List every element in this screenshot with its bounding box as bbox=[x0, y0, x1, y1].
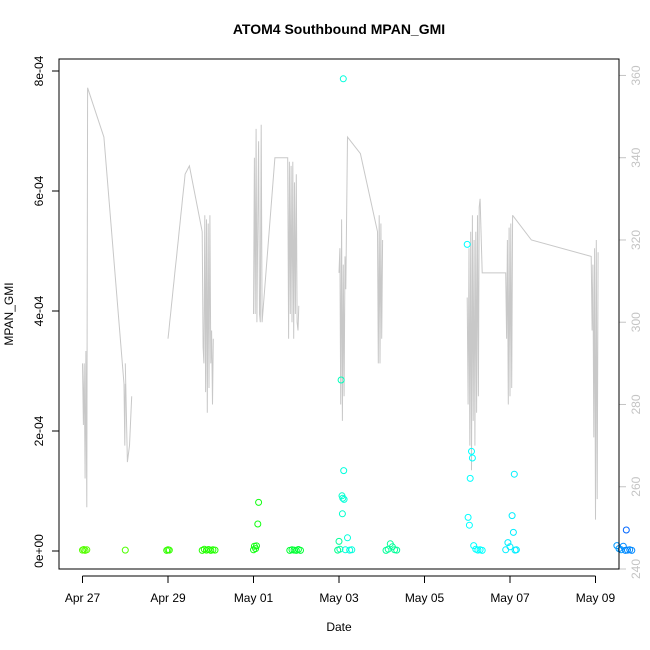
data-point bbox=[502, 546, 510, 554]
x-tick-label: May 09 bbox=[576, 591, 616, 605]
data-point bbox=[340, 495, 348, 503]
plot-frame bbox=[58, 58, 620, 570]
data-point bbox=[254, 520, 262, 528]
data-point bbox=[393, 546, 401, 554]
data-point bbox=[348, 546, 356, 554]
data-point bbox=[478, 546, 486, 554]
data-point bbox=[504, 539, 512, 547]
data-point bbox=[465, 521, 473, 529]
altitude-line-segment bbox=[338, 135, 384, 421]
x-tick-label: May 01 bbox=[234, 591, 274, 605]
y-tick-label: 6e-04 bbox=[32, 175, 46, 206]
x-tick-label: May 03 bbox=[319, 591, 359, 605]
y-tick-label: 8e-04 bbox=[32, 55, 46, 86]
right-tick-label: 360 bbox=[629, 65, 643, 85]
data-point bbox=[508, 512, 516, 520]
y-tick-label: 0e+00 bbox=[32, 534, 46, 568]
data-point bbox=[80, 546, 88, 553]
altitude-line-segment bbox=[253, 124, 300, 339]
altitude-line-group bbox=[82, 87, 599, 520]
y-axis-label: MPAN_GMI bbox=[2, 282, 16, 345]
right-tick-label: 280 bbox=[629, 394, 643, 414]
data-point bbox=[506, 543, 514, 551]
y-tick-label: 4e-04 bbox=[32, 295, 46, 326]
data-point bbox=[338, 510, 346, 518]
x-tick-label: May 07 bbox=[490, 591, 530, 605]
data-point bbox=[255, 498, 263, 506]
x-tick-label: Apr 27 bbox=[65, 591, 101, 605]
data-point bbox=[464, 513, 472, 521]
data-point bbox=[468, 447, 475, 455]
data-point bbox=[211, 546, 219, 554]
data-point bbox=[121, 546, 129, 554]
data-point bbox=[344, 534, 351, 542]
data-point bbox=[463, 240, 471, 248]
right-tick-label: 340 bbox=[629, 147, 643, 167]
x-axis: Apr 27 Apr 29 May 01 May 03 May 05 May 07 May … bbox=[65, 575, 616, 605]
data-point bbox=[619, 542, 627, 550]
y-tick-label: 2e-04 bbox=[32, 415, 46, 446]
altitude-line-segment bbox=[466, 198, 514, 471]
data-point bbox=[628, 546, 636, 554]
data-point bbox=[83, 546, 91, 554]
x-tick-label: May 05 bbox=[405, 591, 445, 605]
data-point bbox=[165, 546, 173, 554]
data-point bbox=[622, 526, 630, 534]
data-point bbox=[509, 528, 517, 536]
data-point bbox=[510, 470, 518, 478]
data-point bbox=[468, 454, 476, 462]
altitude-line-segment bbox=[167, 164, 214, 413]
altitude-line-segment bbox=[124, 363, 133, 463]
chart-title: ATOM4 Southbound MPAN_GMI bbox=[233, 21, 445, 37]
altitude-line-segment bbox=[512, 214, 599, 520]
altitude-line-segment bbox=[82, 87, 126, 508]
right-tick-label: 320 bbox=[629, 230, 643, 250]
data-point bbox=[470, 542, 478, 550]
right-tick-label: 260 bbox=[629, 476, 643, 496]
data-point bbox=[466, 474, 474, 482]
data-point bbox=[339, 75, 347, 83]
right-tick-label: 240 bbox=[629, 559, 643, 579]
data-point bbox=[335, 537, 343, 545]
data-point bbox=[253, 542, 260, 550]
left-y-axis: 0e+00 2e-04 4e-04 6e-04 8e-04 bbox=[32, 55, 60, 568]
x-axis-label: Date bbox=[326, 620, 352, 634]
data-point bbox=[339, 494, 347, 502]
data-points-group bbox=[79, 75, 636, 554]
x-tick-label: Apr 29 bbox=[150, 591, 186, 605]
right-tick-label: 300 bbox=[629, 312, 643, 332]
data-point bbox=[340, 467, 348, 475]
right-y-axis: 240 260 280 300 320 340 360 bbox=[618, 65, 643, 579]
data-point bbox=[297, 546, 304, 554]
data-point bbox=[337, 376, 345, 384]
data-point bbox=[512, 546, 520, 554]
